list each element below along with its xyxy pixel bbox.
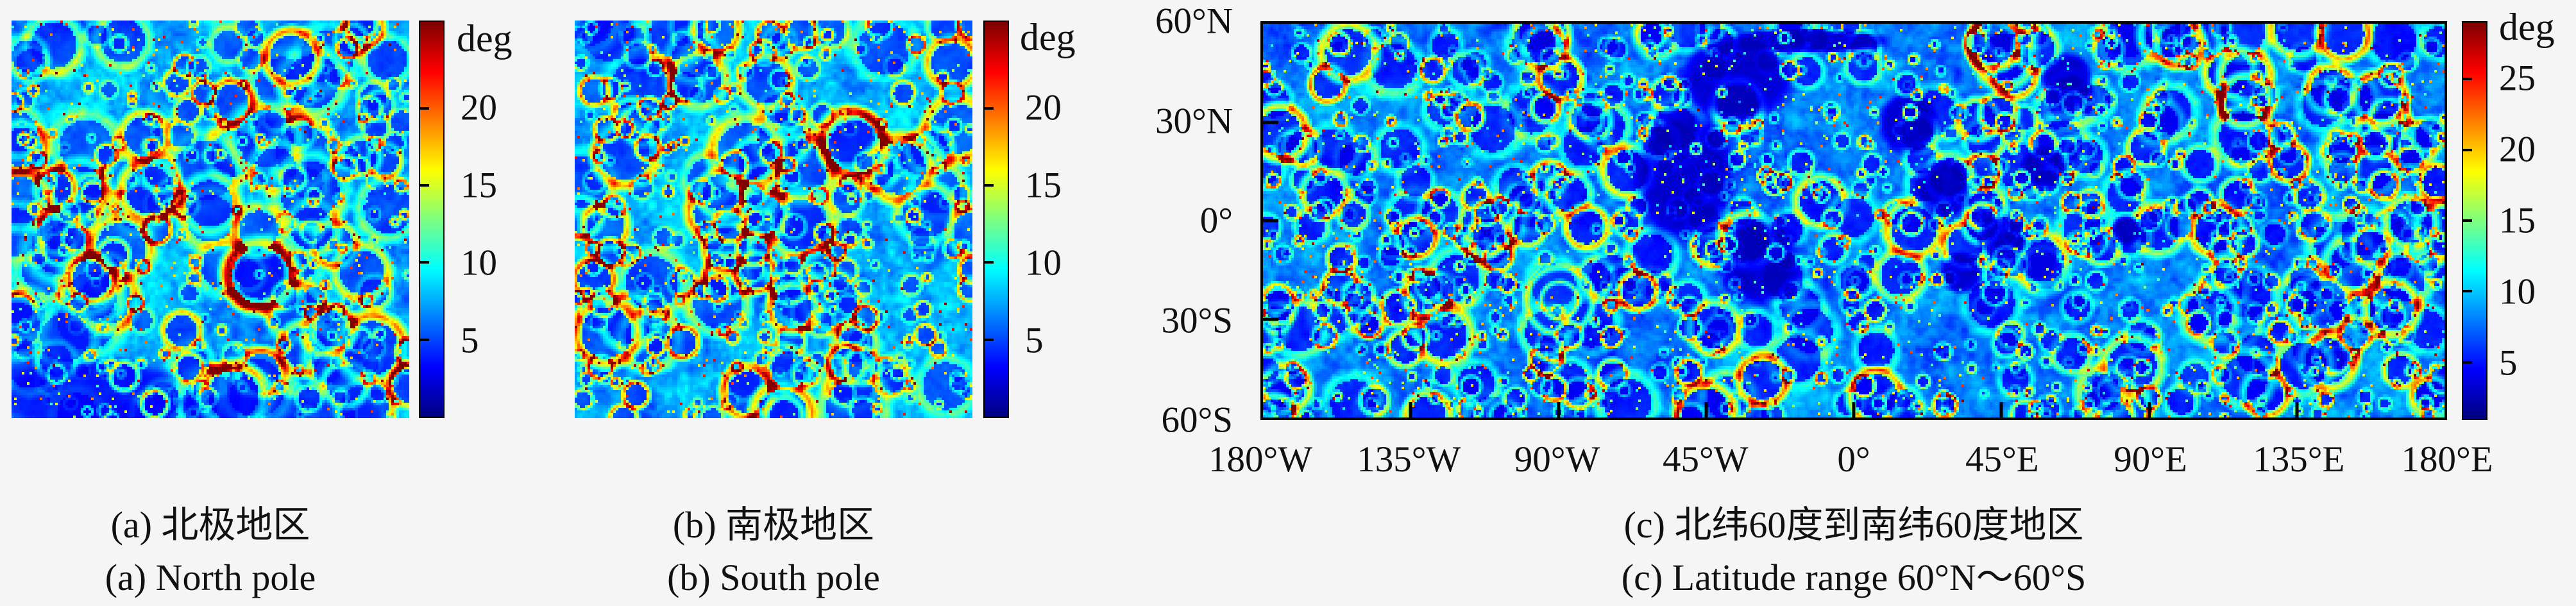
colorbar-tick-label: 15 <box>461 165 497 206</box>
y-axis-tick-label: 60°S <box>1161 400 1233 441</box>
x-axis-tick-label: 0° <box>1837 439 1870 480</box>
x-axis-tick-label: 180°E <box>2401 439 2493 480</box>
y-axis-tick-mark <box>1263 121 1278 124</box>
caption-en: (c) Latitude range 60°N～60°S <box>1621 557 2087 598</box>
y-axis-tick-mark <box>1263 317 1278 321</box>
colorbar-unit-label: deg <box>1020 16 1076 58</box>
y-axis-tick-label: 0° <box>1199 200 1233 241</box>
slope-map-equatorial-frame <box>1260 21 2447 420</box>
colorbar-tick-mark <box>420 106 429 110</box>
colorbar-tick-mark <box>985 106 994 110</box>
colorbar-unit-label: deg <box>457 17 513 60</box>
y-axis-tick-label: 60°N <box>1155 1 1233 42</box>
x-axis-tick-mark <box>1999 402 2003 417</box>
colorbar-tick-mark <box>420 184 429 187</box>
x-axis-tick-label: 90°E <box>2114 439 2187 480</box>
caption-equatorial: (c) 北纬60度到南纬60度地区 (c) Latitude range 60°… <box>1260 499 2447 604</box>
x-axis-tick-label: 45°W <box>1662 439 1749 480</box>
colorbar-tick-mark <box>420 261 429 264</box>
y-axis-tick-label: 30°N <box>1155 101 1233 141</box>
colorbar-tick-mark <box>2463 360 2472 364</box>
x-axis-tick-mark <box>2148 402 2151 417</box>
slope-heatmap-equatorial <box>1263 24 2445 417</box>
colorbar-tick-label: 15 <box>1025 165 1062 206</box>
colorbar-tick-label: 15 <box>2499 200 2536 241</box>
colorbar-gradient <box>985 22 1008 417</box>
colorbar-tick-mark <box>985 338 994 341</box>
slope-heatmap-south-pole <box>575 21 972 418</box>
x-axis-tick-label: 90°W <box>1514 439 1600 480</box>
colorbar-tick-label: 10 <box>1025 242 1062 283</box>
caption-zh: (c) 北纬60度到南纬60度地区 <box>1623 504 2084 546</box>
x-axis-tick-mark <box>1409 402 1412 417</box>
caption-north-pole: (a) 北极地区 (a) North pole <box>12 499 409 604</box>
colorbar-tick-label: 20 <box>461 87 497 128</box>
colorbar-tick-labels: 5 10 15 20 <box>1025 21 1160 418</box>
colorbar-tick-label: 20 <box>1025 87 1062 128</box>
caption-south-pole: (b) 南极地区 (b) South pole <box>575 499 972 604</box>
longitude-axis-labels: 180°W 135°W 90°W 45°W 0° 45°E 90°E 135°E 180°E <box>1208 439 2493 486</box>
colorbar-tick-label: 20 <box>2499 129 2536 170</box>
x-axis-tick-label: 135°E <box>2253 439 2345 480</box>
x-axis-tick-mark <box>2295 402 2299 417</box>
colorbar-tick-mark <box>2463 148 2472 151</box>
colorbar-tick-mark <box>985 184 994 187</box>
y-axis-tick-mark <box>1263 219 1278 223</box>
caption-zh: (b) 南极地区 <box>672 504 875 546</box>
x-axis-tick-label: 135°W <box>1357 439 1461 480</box>
colorbar-tick-mark <box>2463 290 2472 293</box>
latitude-axis-labels: 60°N 30°N 0° 30°S 60°S <box>1058 3 1233 439</box>
colorbar-tick-label: 10 <box>461 242 497 283</box>
colorbar-north-pole <box>419 21 445 418</box>
colorbar-tick-labels: 5 10 15 20 <box>461 21 595 418</box>
y-axis-tick-label: 30°S <box>1161 300 1233 341</box>
colorbar-unit-label: deg <box>2499 6 2555 48</box>
colorbar-tick-mark <box>420 338 429 341</box>
x-axis-tick-mark <box>1852 402 1856 417</box>
colorbar-tick-mark <box>2463 78 2472 81</box>
colorbar-gradient <box>420 22 443 417</box>
colorbar-tick-label: 5 <box>1025 320 1044 361</box>
colorbar-tick-labels: 5 10 15 20 25 <box>2499 21 2576 420</box>
colorbar-tick-label: 25 <box>2499 58 2536 99</box>
colorbar-south-pole <box>983 21 1009 418</box>
x-axis-tick-mark <box>1557 402 1560 417</box>
colorbar-tick-label: 5 <box>2499 342 2518 383</box>
colorbar-tick-label: 10 <box>2499 271 2536 312</box>
x-axis-tick-label: 180°W <box>1208 439 1313 480</box>
colorbar-tick-label: 5 <box>461 320 479 361</box>
caption-zh: (a) 北极地区 <box>110 504 310 546</box>
slope-heatmap-north-pole <box>12 21 409 418</box>
colorbar-tick-mark <box>985 261 994 264</box>
axis-tick-marks <box>1263 24 2445 417</box>
x-axis-tick-mark <box>1704 402 1708 417</box>
colorbar-tick-mark <box>2463 219 2472 222</box>
caption-en: (b) South pole <box>667 557 880 598</box>
colorbar-equatorial <box>2462 21 2487 420</box>
caption-en: (a) North pole <box>105 557 316 598</box>
x-axis-tick-label: 45°E <box>1965 439 2039 480</box>
